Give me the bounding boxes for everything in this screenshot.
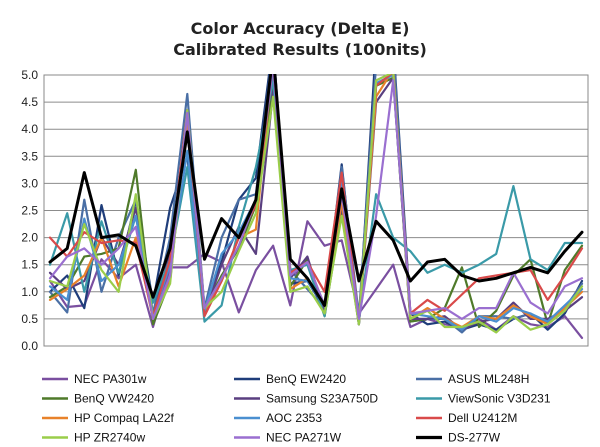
legend-label: Dell U2412M <box>448 411 517 425</box>
legend-label: ViewSonic V3D231 <box>448 392 551 406</box>
legend-label: Samsung S23A750D <box>266 392 378 406</box>
y-tick-label: 2.0 <box>21 231 38 245</box>
legend-label: NEC PA301w <box>74 372 147 386</box>
y-tick-label: 3.5 <box>21 149 38 163</box>
y-tick-label: 4.5 <box>21 95 38 109</box>
series-line <box>48 74 584 320</box>
chart-subtitle: Calibrated Results (100nits) <box>173 40 427 59</box>
series-lines <box>48 74 584 339</box>
legend-label: DS-277W <box>448 431 501 445</box>
legend-label: HP Compaq LA22f <box>74 411 175 425</box>
y-tick-label: 3.0 <box>21 176 38 190</box>
series-line <box>48 74 584 334</box>
series-line <box>48 74 584 307</box>
legend: NEC PA301w BenQ EW2420 ASUS ML248H BenQ VW2… <box>42 372 551 445</box>
legend-label: BenQ VW2420 <box>74 392 154 406</box>
y-tick-label: 1.0 <box>21 285 38 299</box>
y-tick-label: 0.5 <box>21 312 38 326</box>
y-tick-label: 5.0 <box>21 68 38 82</box>
legend-label: HP ZR2740w <box>74 431 145 445</box>
legend-label: ASUS ML248H <box>448 372 529 386</box>
legend-label: NEC PA271W <box>266 431 342 445</box>
y-tick-label: 4.0 <box>21 122 38 136</box>
legend-label: AOC 2353 <box>266 411 322 425</box>
y-axis-tick-labels: 0.0 0.5 1.0 1.5 2.0 2.5 3.0 3.5 4.0 4.5 5.0 <box>21 68 38 353</box>
y-tick-label: 1.5 <box>21 258 38 272</box>
plot-area-border <box>43 74 589 347</box>
y-tick-label: 2.5 <box>21 204 38 218</box>
y-tick-label: 0.0 <box>21 339 38 353</box>
chart-title: Color Accuracy (Delta E) <box>191 19 410 38</box>
legend-label: BenQ EW2420 <box>266 372 346 386</box>
